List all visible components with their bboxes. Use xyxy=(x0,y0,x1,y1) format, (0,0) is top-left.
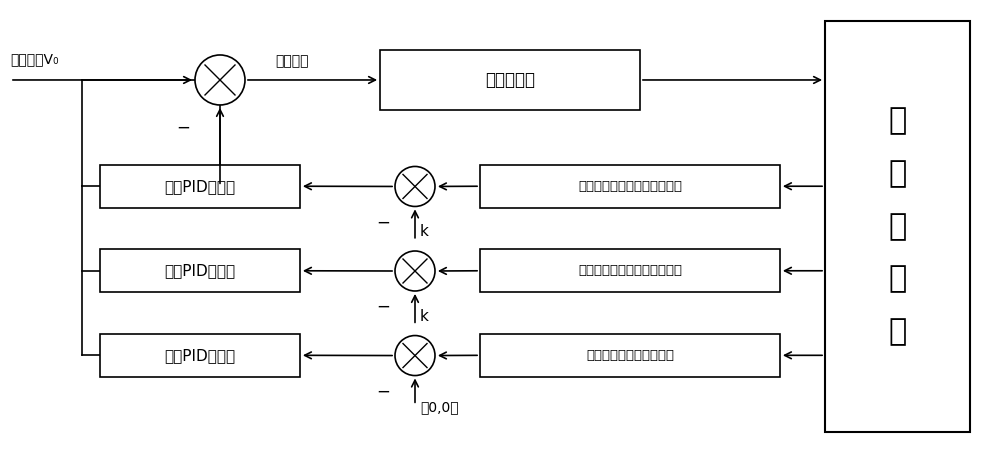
Bar xyxy=(825,21,970,432)
Text: 采集功率放大器直流分量: 采集功率放大器直流分量 xyxy=(586,349,674,362)
Bar xyxy=(380,50,640,110)
Text: 第二PID控制器: 第二PID控制器 xyxy=(164,263,236,278)
Bar xyxy=(100,334,300,377)
Text: 据: 据 xyxy=(888,159,907,188)
Bar xyxy=(100,165,300,208)
Text: −: − xyxy=(376,298,390,316)
Text: −: − xyxy=(376,383,390,400)
Text: 采集功率放大器负半部分幅值: 采集功率放大器负半部分幅值 xyxy=(578,264,682,277)
Text: k: k xyxy=(420,308,429,324)
Ellipse shape xyxy=(395,166,435,207)
Text: 初始信号V₀: 初始信号V₀ xyxy=(10,53,58,66)
Text: 数: 数 xyxy=(888,106,907,136)
Ellipse shape xyxy=(395,251,435,291)
Text: 集: 集 xyxy=(888,264,907,293)
Text: −: − xyxy=(176,119,190,137)
Text: k: k xyxy=(420,224,429,239)
Text: 第一PID控制器: 第一PID控制器 xyxy=(164,179,236,194)
Text: −: − xyxy=(376,213,390,231)
Bar xyxy=(100,249,300,292)
Text: 修正信号: 修正信号 xyxy=(276,55,309,69)
Ellipse shape xyxy=(195,55,245,105)
Text: （0,0）: （0,0） xyxy=(420,400,459,414)
Text: 采: 采 xyxy=(888,212,907,241)
Ellipse shape xyxy=(395,335,435,376)
Text: 卡: 卡 xyxy=(888,317,907,346)
Text: 采集功率放大器正半部分幅值: 采集功率放大器正半部分幅值 xyxy=(578,180,682,193)
Bar xyxy=(480,249,780,292)
Text: 第三PID控制器: 第三PID控制器 xyxy=(164,348,236,363)
Text: 功率放大器: 功率放大器 xyxy=(485,71,535,89)
Bar xyxy=(480,165,780,208)
Bar xyxy=(480,334,780,377)
